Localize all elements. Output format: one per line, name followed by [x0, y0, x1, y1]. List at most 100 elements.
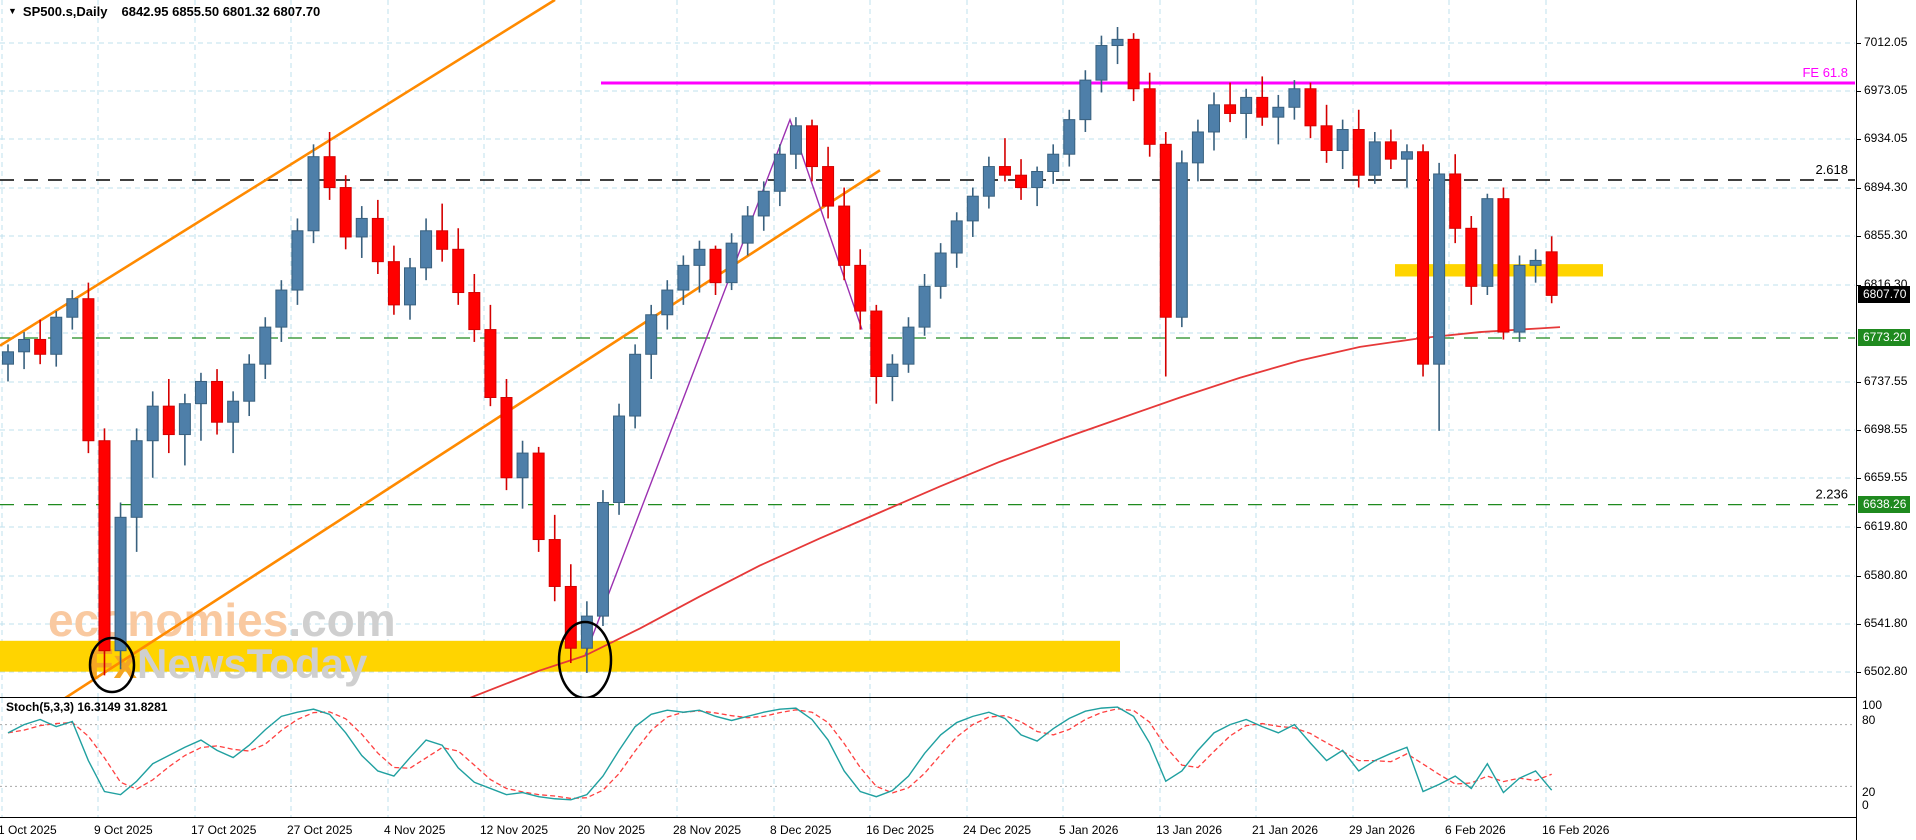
candle-body [50, 316, 63, 355]
price-axis-label: 6580.80 [1864, 568, 1908, 582]
stochastic-label: Stoch(5,3,3) 16.3149 31.8281 [6, 700, 168, 714]
stochastic-canvas[interactable] [0, 698, 1856, 817]
price-axis-tick [1857, 478, 1861, 479]
time-axis-label: 5 Jan 2026 [1059, 823, 1119, 837]
time-axis-label: 4 Nov 2025 [384, 823, 446, 837]
candle-body [98, 440, 111, 652]
stoch-axis-label: 80 [1862, 713, 1876, 727]
main-price-chart[interactable]: ▼ SP500.s,Daily 6842.95 6855.50 6801.32 68… [0, 0, 1856, 697]
candle-body [1352, 129, 1365, 176]
candle-body [291, 230, 304, 291]
stoch-main-line [7, 706, 1553, 801]
stoch-signal-line [7, 708, 1552, 800]
price-axis-tick [1857, 624, 1861, 625]
candle-body [1095, 45, 1108, 81]
price-axis-label: 6894.30 [1864, 180, 1908, 194]
upper-orange-channel [0, 0, 556, 347]
candle-body [838, 205, 851, 266]
candle-body [1288, 88, 1301, 108]
price-axis-label: 6698.55 [1864, 422, 1908, 436]
price-axis-label: 7012.05 [1864, 35, 1908, 49]
time-axis-label: 29 Jan 2026 [1349, 823, 1416, 837]
time-axis-label: 16 Feb 2026 [1542, 823, 1610, 837]
candle-body [1015, 174, 1028, 189]
candle-body [1175, 162, 1188, 318]
candle-body [806, 125, 818, 168]
current-price-badge: 6807.70 [1858, 286, 1911, 303]
chart-menu-triangle-icon[interactable]: ▼ [8, 6, 17, 16]
price-axis[interactable]: 7012.05 6973.05 6934.05 6894.30 6855.30 6816.… [1856, 0, 1916, 840]
candle-body [2, 351, 14, 365]
price-axis-tick [1857, 527, 1861, 528]
time-axis[interactable]: 1 Oct 2025 9 Oct 2025 17 Oct 2025 27 Oct 20… [0, 819, 1856, 840]
candle-body [532, 452, 545, 541]
candle-body [1159, 143, 1172, 318]
candle-body [902, 326, 915, 365]
fibonacci-expansion-61.8-label: FE 61.8 [1802, 65, 1848, 80]
candle-body [323, 156, 336, 189]
candle-body [564, 585, 577, 649]
candle-body [243, 363, 256, 402]
stoch-axis-label: 20 [1862, 785, 1876, 799]
time-axis-label: 27 Oct 2025 [287, 823, 353, 837]
candle-body [500, 397, 513, 479]
candle-body [1465, 227, 1478, 287]
candle-body [275, 289, 288, 328]
candle-body [1272, 106, 1285, 118]
level-price-badge: 6638.26 [1858, 496, 1911, 513]
candle-body [548, 539, 561, 587]
candle-body [1417, 151, 1430, 365]
price-axis-tick [1857, 236, 1861, 237]
candle-body [1224, 104, 1237, 114]
candle-body [387, 261, 400, 306]
time-axis-label: 20 Nov 2025 [577, 823, 646, 837]
candle-body [950, 220, 963, 254]
price-axis-label: 6659.55 [1864, 470, 1908, 484]
fibonacci-2.236-label: 2.236 [1815, 487, 1848, 502]
time-axis-label: 12 Nov 2025 [480, 823, 549, 837]
candle-body [934, 252, 947, 287]
time-axis-label: 6 Feb 2026 [1445, 823, 1506, 837]
candle-body [580, 615, 593, 649]
candle-body [1143, 88, 1156, 145]
candle-body [1529, 259, 1542, 266]
price-axis-tick [1857, 91, 1861, 92]
candle-body [82, 298, 95, 442]
candle-body [371, 217, 384, 263]
candle-body [757, 190, 770, 217]
candle-body [1497, 198, 1510, 333]
candle-body [211, 380, 224, 423]
price-axis-label: 6855.30 [1864, 228, 1908, 242]
candle-body [404, 267, 416, 306]
price-axis-label: 6619.80 [1864, 519, 1908, 533]
candle-body [998, 166, 1011, 176]
price-axis-tick [1857, 285, 1861, 286]
time-axis-label: 16 Dec 2025 [866, 823, 935, 837]
candle-body [307, 156, 320, 232]
candle-body [1191, 131, 1204, 164]
candle-body [982, 166, 995, 197]
candle-body [34, 338, 47, 355]
ohlc-readout: 6842.95 6855.50 6801.32 6807.70 [121, 4, 321, 19]
candle-body [1449, 173, 1462, 229]
level-price-badge: 6773.20 [1858, 329, 1911, 346]
candle-body [677, 264, 690, 291]
candle-body [259, 326, 272, 365]
price-axis-tick [1857, 430, 1861, 431]
stochastic-indicator-panel[interactable] [0, 697, 1856, 818]
time-axis-label: 17 Oct 2025 [191, 823, 257, 837]
candle-body [178, 403, 191, 436]
candle-body [1031, 171, 1044, 189]
candle-body [162, 405, 175, 436]
chart-title: ▼ SP500.s,Daily 6842.95 6855.50 6801.32 68… [8, 4, 320, 19]
candle-body [468, 292, 481, 331]
october-low-circle [88, 636, 136, 694]
lower-orange-channel [64, 169, 881, 697]
candle-body [596, 501, 609, 617]
price-axis-label: 6737.55 [1864, 374, 1908, 388]
candle-body [114, 516, 127, 652]
time-axis-label: 24 Dec 2025 [963, 823, 1032, 837]
candle-body [725, 242, 738, 284]
